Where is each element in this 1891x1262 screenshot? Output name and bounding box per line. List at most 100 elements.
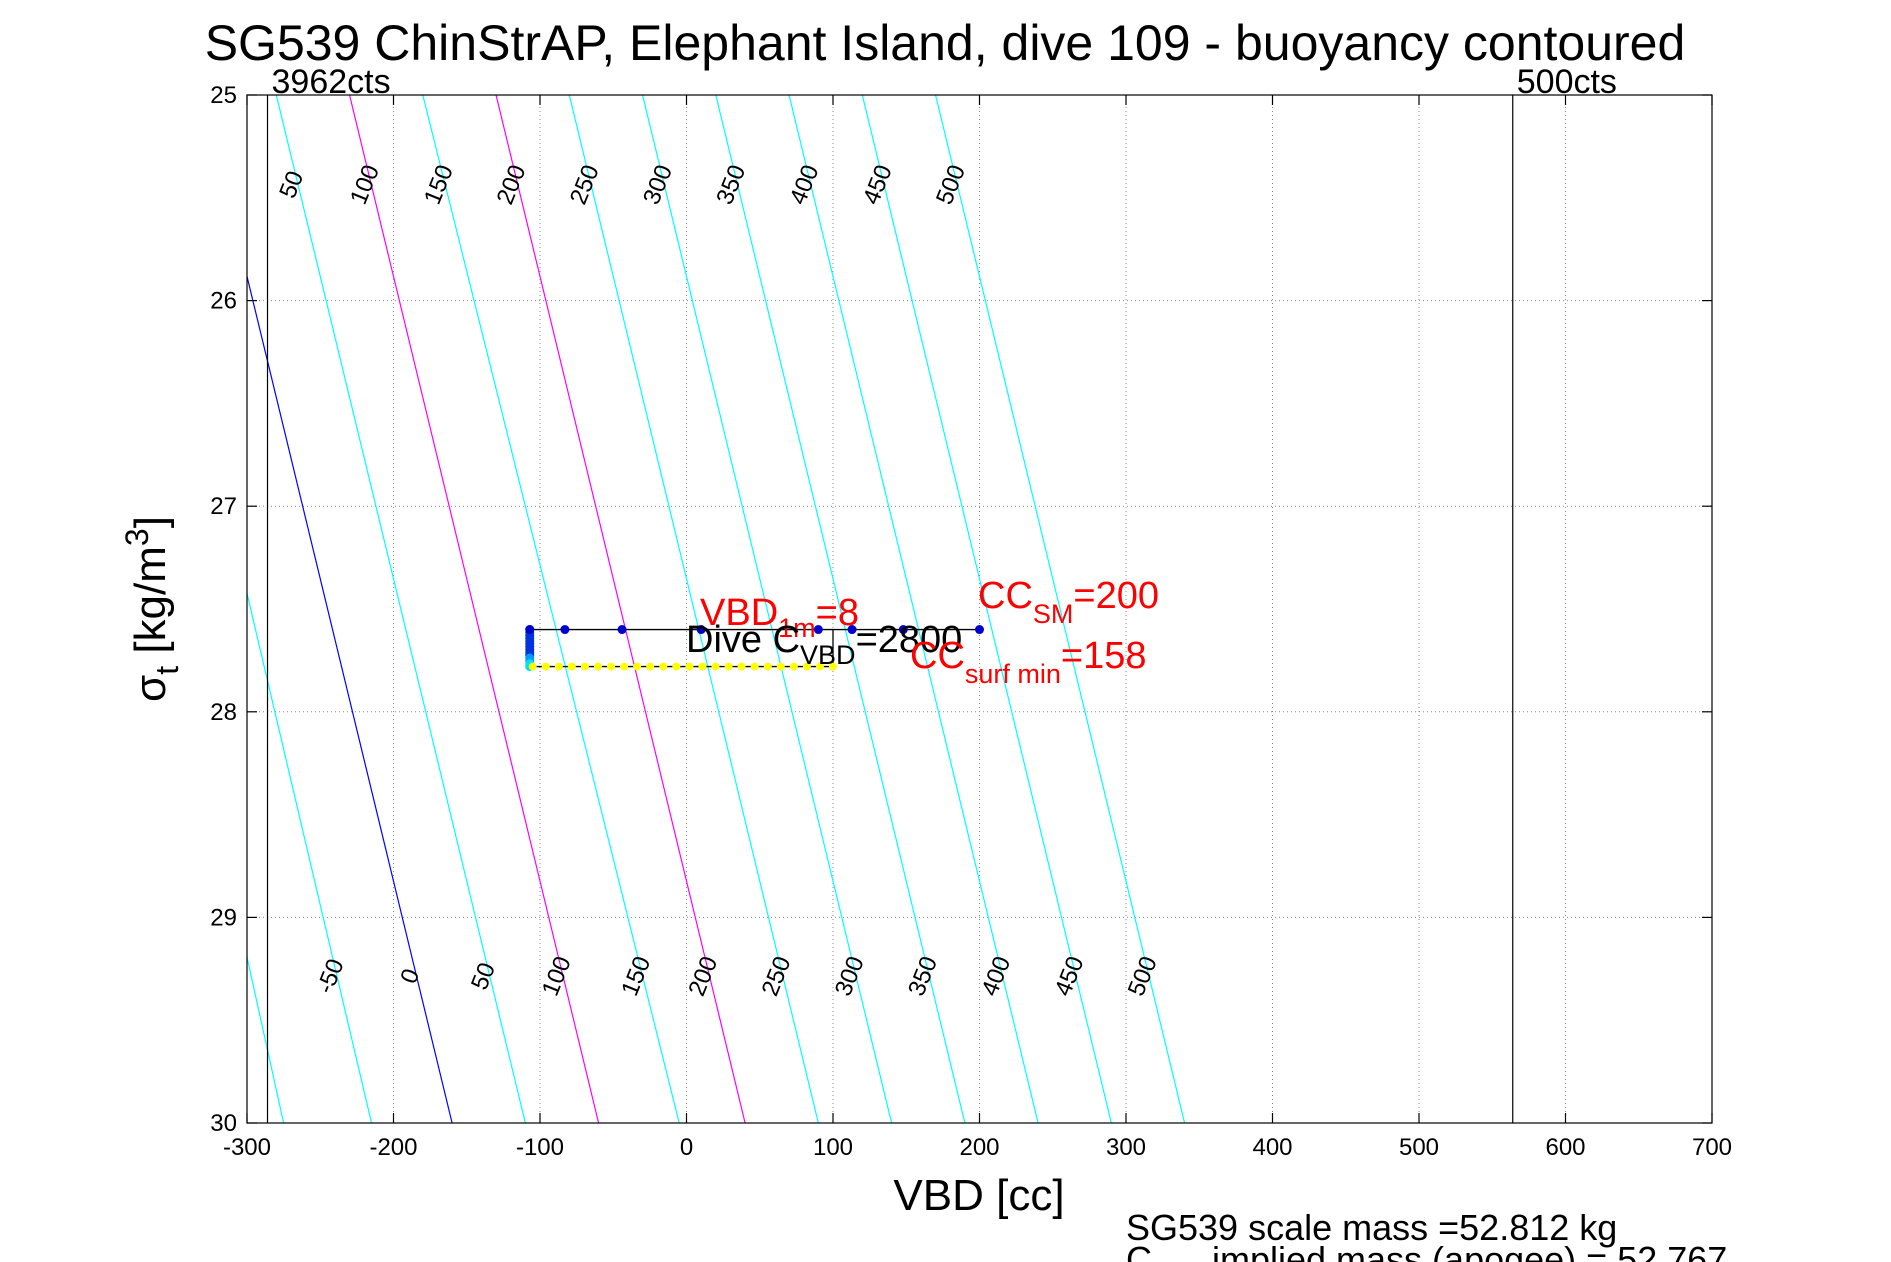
surface-sample-point [593, 662, 602, 671]
x-axis-label: VBD [cc] [893, 1171, 1064, 1220]
surface-sample-point [750, 662, 759, 671]
cc-sm-sub: SM [1033, 599, 1074, 629]
dive-samples [525, 625, 984, 672]
y-label-unit: [kg/m [126, 546, 175, 666]
surface-sample-point [789, 662, 798, 671]
cc-sm-annotation: CCSM=200 [978, 575, 1159, 629]
y-tick-label: 29 [210, 904, 237, 931]
dive-sample-point [975, 625, 984, 635]
y-label-sup: 3 [119, 528, 155, 546]
x-tick-label: 400 [1252, 1134, 1292, 1161]
x-tick-label: -100 [516, 1134, 564, 1161]
x-tick-label: 600 [1545, 1134, 1585, 1161]
dive-sample-point [560, 625, 570, 635]
contour-line [275, 95, 526, 1123]
dive-sample-point [617, 625, 627, 635]
vbd-1m-sub: 1m [778, 613, 816, 643]
surface-sample-point [620, 662, 629, 671]
surface-sample-point [567, 662, 576, 671]
vbd-1m-annotation: VBD1m=8 [700, 592, 859, 643]
y-tick-label: 27 [210, 493, 237, 520]
surface-sample-point [580, 662, 589, 671]
dive-c-sub: VBD [800, 640, 856, 670]
cc-surf-min-value: =158 [1061, 635, 1147, 677]
implied-mass-c: C [1126, 1239, 1152, 1262]
x-tick-label: 200 [959, 1134, 999, 1161]
grid-lines [247, 95, 1712, 1123]
y-label-sigma: σ [126, 675, 175, 702]
surface-sample-point [829, 662, 837, 671]
implied-mass-rest: implied mass (apogee) = 52.767 [1212, 1239, 1727, 1262]
chart-title: SG539 ChinStrAP, Elephant Island, dive 1… [205, 15, 1686, 71]
cc-sm-value: =200 [1073, 575, 1159, 617]
contour-line [568, 95, 819, 1123]
cc-surf-min-annotation: CCsurf min=158 [910, 635, 1147, 689]
contour-line [422, 95, 680, 1123]
y-tick-label: 26 [210, 288, 237, 315]
buoyancy-contours [0, 95, 1186, 1123]
contour-line [788, 95, 1039, 1123]
plot-area: 3962cts 500cts -300 -200 -100 0 100 200 300 400 5… [0, 63, 1732, 1161]
surface-sample-point [554, 662, 563, 671]
x-axis-ticks: -300 -200 -100 0 100 200 300 400 500 600 700 [223, 95, 1732, 1161]
y-label-sub: t [149, 666, 185, 675]
dive-sample-point [898, 625, 908, 635]
x-tick-label: -200 [369, 1134, 417, 1161]
dive-c-main: Dive C [686, 619, 800, 661]
scale-mass-text: SG539 scale mass =52.812 kg [1126, 1207, 1617, 1248]
surface-sample-point [607, 662, 616, 671]
surface-sample-point [685, 662, 694, 671]
surface-sample-point [763, 662, 772, 671]
surface-sample-point [724, 662, 733, 671]
surface-sample-point [737, 662, 746, 671]
surface-sample-point [698, 662, 707, 671]
surface-sample-point [541, 662, 550, 671]
y-axis-label: σt [kg/m3] [119, 516, 185, 702]
contour-line [0, 95, 137, 1123]
y-axis-ticks: 25 26 27 28 29 30 [210, 82, 1712, 1137]
surface-sample-point [633, 662, 642, 671]
y-tick-label: 25 [210, 82, 237, 109]
x-tick-label: -300 [223, 1134, 271, 1161]
contour-line [715, 95, 966, 1123]
surface-sample-point [815, 662, 824, 671]
dive-sample-point [525, 625, 535, 635]
contour-line [348, 95, 600, 1123]
surface-sample-point [776, 662, 785, 671]
y-tick-label: 30 [210, 1110, 237, 1137]
x-tick-label: 0 [680, 1134, 693, 1161]
contour-line [861, 95, 1112, 1123]
surface-sample-point [528, 662, 537, 671]
surface-sample-point [646, 662, 655, 671]
x-tick-label: 700 [1692, 1134, 1732, 1161]
surface-sample-point [711, 662, 720, 671]
surface-sample-point [659, 662, 668, 671]
x-tick-label: 300 [1106, 1134, 1146, 1161]
vbd-1m-main: VBD [700, 592, 778, 634]
contour-line [247, 590, 373, 1123]
annotations: VBD1m=8 Dive CVBD=2800 CCSM=200 CCsurf m… [686, 575, 1159, 689]
contour-line [641, 95, 893, 1123]
y-tick-label: 28 [210, 699, 237, 726]
contour-line [495, 95, 746, 1123]
surface-sample-point [802, 662, 811, 671]
dive-c-vbd-annotation: Dive CVBD=2800 [686, 619, 962, 670]
dive-sample-point [696, 625, 706, 635]
x-tick-label: 100 [813, 1134, 853, 1161]
contour-line [934, 95, 1186, 1123]
dive-c-value: =2800 [856, 619, 963, 661]
contour-line [0, 95, 210, 1123]
cc-surf-min-main: CC [910, 635, 965, 677]
x-tick-label: 500 [1399, 1134, 1439, 1161]
contour-line [0, 95, 64, 1123]
y-label-close: ] [126, 516, 175, 528]
cc-sm-main: CC [978, 575, 1033, 617]
dive-sample-point [813, 625, 823, 635]
cc-surf-min-sub: surf min [965, 659, 1061, 689]
dive-sample-point [847, 625, 857, 635]
contour-line [247, 273, 453, 1123]
vbd-1m-value: =8 [816, 592, 859, 634]
surface-sample-point [672, 662, 681, 671]
